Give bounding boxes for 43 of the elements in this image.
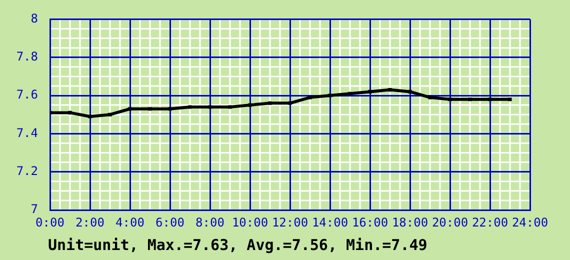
- x-tick-label: 22:00: [472, 215, 508, 230]
- point: [268, 101, 272, 105]
- point: [248, 103, 252, 107]
- x-tick-label: 8:00: [196, 215, 224, 230]
- y-tick-label: 8: [30, 11, 38, 26]
- point: [68, 110, 72, 114]
- point: [148, 107, 152, 111]
- point: [508, 98, 512, 102]
- x-tick-label: 6:00: [156, 215, 184, 230]
- point: [108, 112, 112, 116]
- point: [468, 98, 472, 102]
- y-tick-label: 7.4: [16, 126, 38, 140]
- x-tick-label: 2:00: [76, 215, 104, 230]
- point: [428, 96, 432, 100]
- x-tick-label: 24:00: [512, 215, 548, 230]
- text: Unit=unit, Max.=7.63, Avg.=7.56, Min.=7.49: [48, 236, 428, 254]
- point: [308, 96, 312, 100]
- point: [288, 101, 292, 105]
- x-tick-label: 4:00: [116, 215, 144, 230]
- y-tick-label: 7.8: [16, 49, 38, 64]
- point: [328, 94, 332, 98]
- point: [168, 107, 172, 111]
- point: [88, 114, 92, 118]
- point: [368, 90, 372, 94]
- point: [188, 105, 192, 109]
- y-tick-label: 7: [30, 202, 38, 216]
- point: [348, 92, 352, 96]
- point: [228, 105, 232, 109]
- y-tick-label: 7.6: [16, 88, 38, 102]
- x-tick-label: 12:00: [272, 215, 308, 230]
- x-tick-label: 18:00: [392, 215, 428, 230]
- x-tick-label: 10:00: [232, 215, 268, 230]
- point: [408, 90, 412, 94]
- x-tick-label: 0:00: [36, 215, 64, 230]
- point: [208, 105, 212, 109]
- point: [128, 107, 132, 111]
- point: [488, 98, 492, 102]
- point: [388, 88, 392, 92]
- x-tick-label: 16:00: [352, 215, 388, 230]
- point: [448, 98, 452, 102]
- y-tick-label: 7.2: [16, 164, 38, 178]
- x-tick-label: 14:00: [312, 215, 348, 230]
- x-tick-label: 20:00: [432, 215, 468, 230]
